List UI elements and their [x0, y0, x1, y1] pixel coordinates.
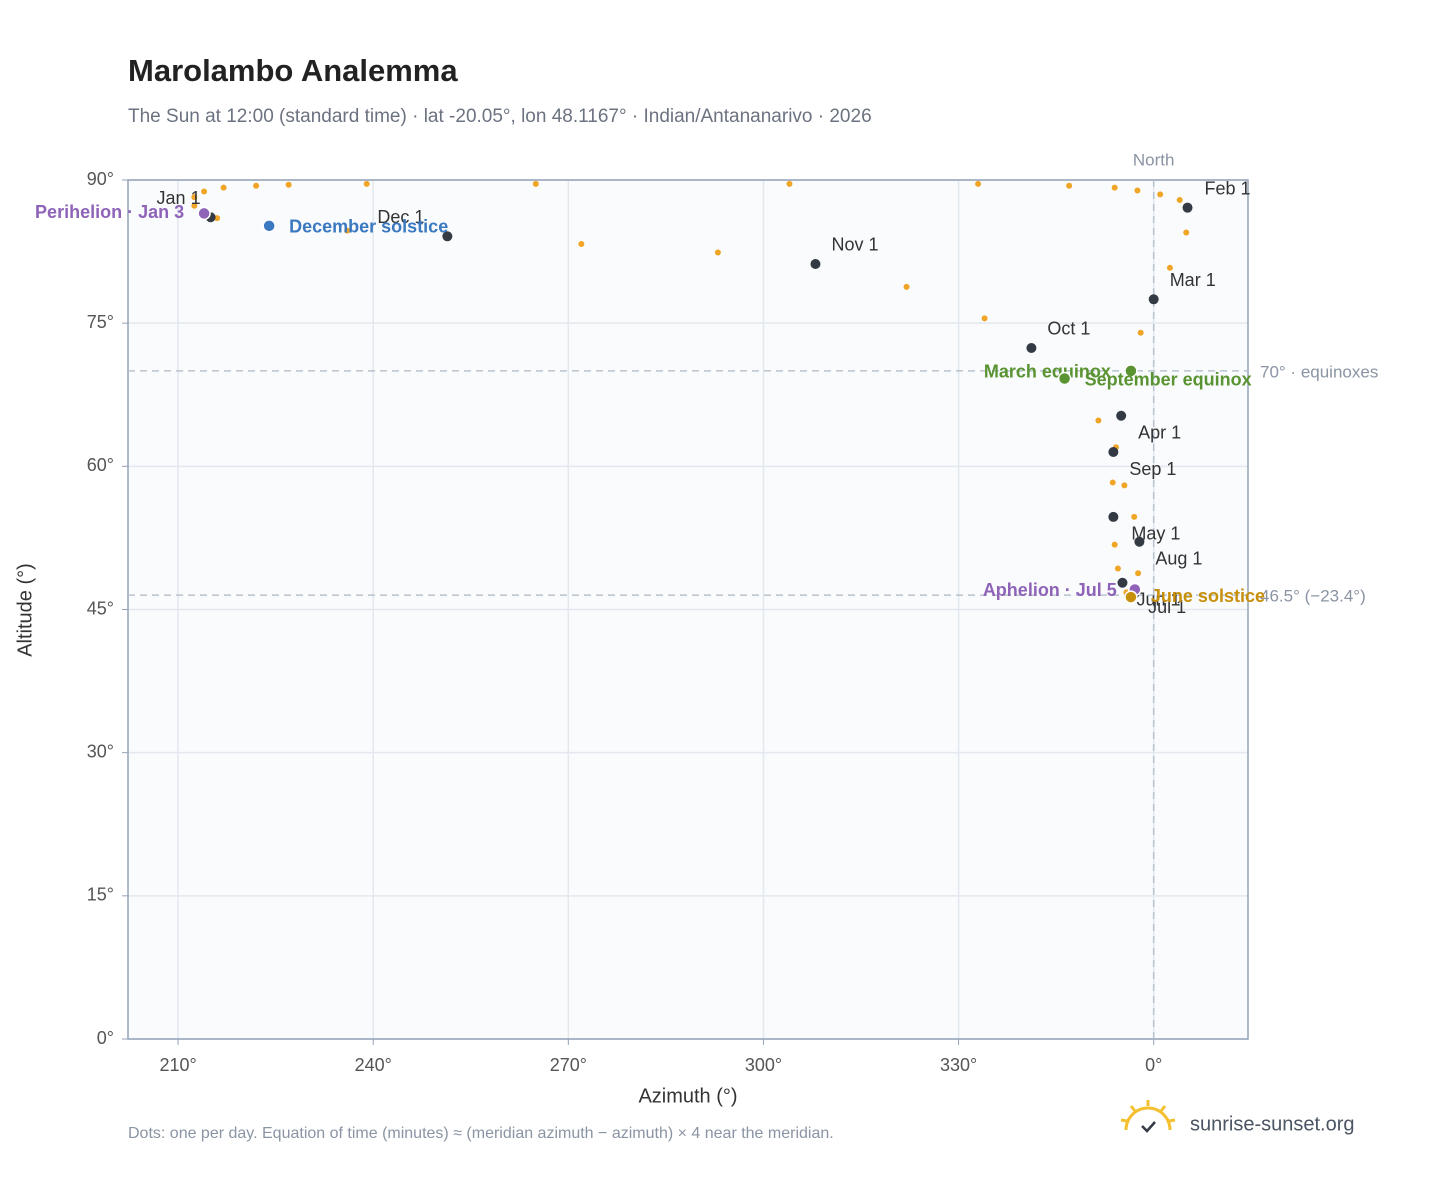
event-label: June solstice	[1151, 586, 1265, 606]
x-axis-label: Azimuth (°)	[638, 1085, 737, 1107]
day-dot	[1114, 565, 1121, 572]
month-label: Dec 1	[377, 207, 424, 227]
day-dot	[1166, 264, 1173, 271]
day-dot	[1176, 197, 1183, 204]
day-dot	[1111, 184, 1118, 191]
day-dot	[253, 182, 260, 189]
day-dot	[191, 194, 198, 201]
y-tick-label: 45°	[87, 598, 114, 618]
day-dot	[1183, 229, 1190, 236]
month-marker	[1108, 447, 1119, 458]
reference-label: 46.5° (−23.4°)	[1260, 587, 1366, 606]
chart-subtitle: The Sun at 12:00 (standard time) · lat -…	[128, 106, 872, 127]
event-marker	[1057, 371, 1072, 386]
day-dot	[578, 240, 585, 247]
month-marker	[1117, 577, 1128, 588]
day-dot	[1137, 329, 1144, 336]
day-dot	[981, 315, 988, 322]
reference-label: 70° · equinoxes	[1260, 362, 1378, 381]
day-dot	[201, 188, 208, 195]
x-tick-label: 210°	[159, 1055, 196, 1075]
x-tick-label: 330°	[940, 1055, 977, 1075]
day-dot	[1095, 417, 1102, 424]
y-tick-label: 30°	[87, 741, 114, 761]
brand-name: sunrise-sunset.org	[1190, 1113, 1355, 1135]
event-label: September equinox	[1085, 369, 1252, 389]
month-label: Aug 1	[1155, 548, 1202, 568]
day-dot	[214, 215, 221, 222]
month-label: May 1	[1131, 524, 1180, 544]
y-tick-label: 15°	[87, 885, 114, 905]
plot-border	[127, 179, 1249, 1040]
month-label: Nov 1	[831, 235, 878, 255]
month-marker	[1116, 410, 1127, 421]
month-marker	[1134, 536, 1145, 547]
event-marker	[1124, 364, 1138, 378]
month-marker	[810, 258, 821, 269]
event-marker	[262, 219, 276, 233]
month-marker	[1148, 294, 1159, 305]
footnote: Dots: one per day. Equation of time (min…	[128, 1125, 834, 1142]
month-marker	[1026, 342, 1037, 353]
y-tick-label: 75°	[87, 312, 114, 332]
month-marker	[442, 231, 453, 242]
y-tick-label: 60°	[87, 455, 114, 475]
day-dot	[1157, 191, 1164, 198]
month-label: Mar 1	[1170, 270, 1216, 290]
chart-title: Marolambo Analemma	[128, 53, 458, 88]
y-tick-label: 90°	[87, 169, 114, 189]
month-label: Jul 1	[1148, 597, 1186, 617]
brand-logo	[1120, 1100, 1176, 1133]
day-dot	[220, 184, 227, 191]
month-label: Jan 1	[157, 188, 201, 208]
day-dot	[1109, 479, 1116, 486]
day-dot	[714, 249, 721, 256]
day-dot	[1134, 187, 1141, 194]
day-dot	[1111, 541, 1118, 548]
day-dot	[191, 202, 198, 209]
day-dot	[786, 180, 793, 187]
event-label: March equinox	[984, 362, 1111, 382]
day-dot	[532, 180, 539, 187]
event-label: December solstice	[289, 217, 448, 237]
day-dot	[1131, 513, 1138, 520]
month-label: Sep 1	[1129, 459, 1176, 479]
event-label: Perihelion · Jan 3	[35, 202, 184, 222]
month-marker	[1108, 511, 1119, 522]
day-dot	[903, 283, 910, 290]
month-label: Feb 1	[1205, 178, 1251, 198]
x-tick-label: 300°	[745, 1055, 782, 1075]
month-label: Oct 1	[1047, 319, 1090, 339]
day-dot	[1135, 570, 1142, 577]
north-label: North	[1133, 150, 1175, 169]
y-tick-label: 0°	[97, 1028, 114, 1048]
x-tick-label: 240°	[355, 1055, 392, 1075]
day-dot	[1121, 482, 1128, 489]
month-marker	[1182, 202, 1193, 213]
day-dot	[363, 180, 370, 187]
day-dot	[1066, 182, 1073, 189]
month-label: Jun 1	[1136, 590, 1180, 610]
event-marker	[197, 206, 211, 221]
event-marker	[1124, 590, 1138, 604]
x-tick-label: 0°	[1145, 1055, 1162, 1075]
x-tick-label: 270°	[550, 1055, 587, 1075]
day-dot	[285, 181, 292, 188]
month-label: Apr 1	[1138, 422, 1181, 442]
event-label: Aphelion · Jul 5	[983, 580, 1117, 600]
y-axis-label: Altitude (°)	[14, 563, 36, 657]
day-dot	[975, 180, 982, 187]
day-dot	[344, 227, 351, 234]
